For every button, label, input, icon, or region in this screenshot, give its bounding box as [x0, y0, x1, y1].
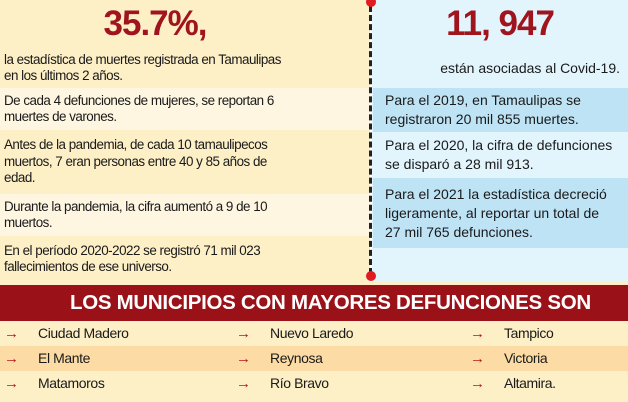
right-fact: Para el 2020, la cifra de defunciones se… — [385, 137, 613, 172]
arrow-icon: → — [4, 375, 19, 392]
municipio-item: Tampico — [504, 325, 554, 341]
arrow-icon: → — [470, 375, 485, 392]
arrow-icon: → — [470, 350, 485, 367]
left-fact: En el período 2020-2022 se registró 71 m… — [0, 236, 370, 282]
municipio-item: El Mante — [38, 350, 91, 366]
right-subtitle: están asociadas al Covid-19. — [440, 60, 620, 76]
left-fact: Antes de la pandemia, de cada 10 tamauli… — [0, 130, 370, 194]
divider-dot-bottom — [366, 271, 376, 281]
dashed-divider — [369, 6, 372, 274]
left-fact: De cada 4 defunciones de mujeres, se rep… — [0, 88, 300, 130]
arrow-icon: → — [4, 350, 19, 367]
right-fact: Para el 2019, en Tamaulipas se registrar… — [373, 88, 628, 132]
left-subtitle: la estadística de muertes registrada en … — [4, 51, 281, 84]
right-headline: 11, 947 — [446, 4, 555, 43]
left-fact: Durante la pandemia, la cifra aumentó a … — [0, 194, 370, 236]
left-headline: 35.7%, — [103, 4, 208, 43]
right-fact: Para el 2021 la estadística decreció lig… — [373, 178, 628, 248]
municipio-item: Ciudad Madero — [38, 325, 129, 341]
arrow-icon: → — [236, 325, 251, 342]
arrow-icon: → — [236, 375, 251, 392]
arrow-icon: → — [236, 350, 251, 367]
divider-dot-top — [366, 0, 376, 7]
left-header-bg — [0, 0, 370, 88]
municipio-item: Reynosa — [270, 350, 323, 366]
municipio-item: Matamoros — [38, 375, 105, 391]
municipio-item: Victoria — [504, 350, 548, 366]
arrow-icon: → — [4, 325, 19, 342]
municipio-item: Río Bravo — [270, 375, 329, 391]
municipios-banner: LOS MUNICIPIOS CON MAYORES DEFUNCIONES S… — [0, 285, 628, 321]
municipio-item: Altamira. — [504, 375, 556, 391]
arrow-icon: → — [470, 325, 485, 342]
municipio-item: Nuevo Laredo — [270, 325, 354, 341]
